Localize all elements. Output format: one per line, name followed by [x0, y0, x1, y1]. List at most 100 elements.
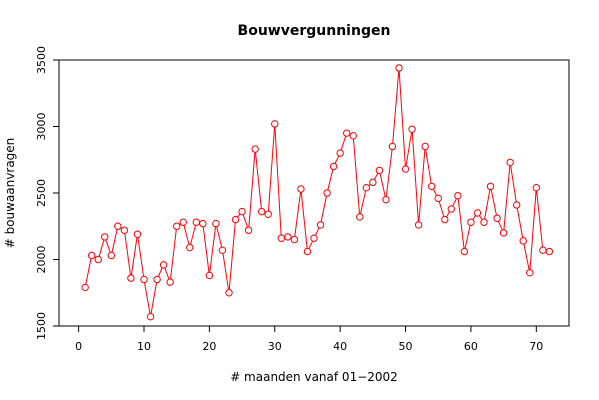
series-segment [523, 243, 530, 270]
series-segment [457, 198, 465, 249]
data-point [532, 183, 541, 192]
y-axis-title: # bouwaanvragen [3, 138, 17, 249]
data-point [486, 182, 495, 191]
y-tick-label: 2000 [35, 246, 48, 274]
data-point [414, 221, 423, 229]
series-segment [425, 149, 432, 184]
series-line [85, 71, 547, 314]
data-point [434, 194, 442, 203]
data-point [336, 149, 344, 157]
series-segment [254, 152, 262, 209]
y-tick-label: 3000 [35, 113, 48, 141]
data-point [369, 178, 377, 187]
data-point [277, 234, 286, 242]
series-segment [398, 71, 406, 166]
data-point [212, 219, 220, 228]
series-segment [503, 165, 511, 230]
data-point [153, 275, 161, 284]
series-segment [228, 222, 236, 290]
x-tick-label: 0 [75, 340, 82, 353]
data-point [408, 125, 416, 133]
series-segment [373, 172, 379, 180]
data-point [186, 243, 194, 252]
data-point [290, 235, 299, 244]
data-point [375, 166, 384, 175]
series-segment [340, 136, 347, 151]
x-tick-label: 60 [464, 340, 478, 353]
series-segment [85, 258, 92, 285]
data-point [101, 233, 109, 241]
series-segment [432, 188, 438, 196]
series-segment [438, 201, 445, 217]
series-segment [274, 127, 282, 236]
series-segment [237, 213, 241, 218]
data-point [356, 213, 364, 221]
series-segment [150, 282, 158, 314]
plot-frame [58, 59, 570, 327]
series-segment [478, 215, 483, 220]
series-segment [98, 239, 105, 257]
data-point [493, 214, 501, 222]
x-axis-title: # maanden vanaf 01−2002 [230, 370, 398, 384]
series-segment [202, 226, 210, 273]
data-point [284, 233, 292, 241]
data-point [349, 132, 357, 140]
series-segment [294, 192, 302, 237]
data-point [316, 221, 325, 229]
data-point [499, 229, 508, 237]
data-point [539, 246, 547, 254]
series-segment [385, 149, 393, 197]
data-point [480, 218, 488, 226]
data-point [323, 189, 331, 197]
data-point [297, 185, 305, 193]
series-segment [411, 132, 419, 222]
series-segment [267, 126, 276, 212]
data-point [454, 191, 462, 200]
data-point [473, 209, 482, 217]
series-segment [418, 149, 426, 222]
data-point [506, 158, 514, 167]
y-tick-label: 3500 [35, 46, 48, 74]
series-points [81, 64, 554, 321]
series-segment [183, 225, 190, 245]
y-axis: 1500 2000 2500 3000 3500 [35, 46, 59, 340]
data-point [342, 129, 351, 137]
data-point [120, 226, 129, 234]
data-point [271, 120, 279, 128]
data-point [310, 234, 318, 242]
series-segment [216, 226, 223, 248]
x-tick-label: 10 [137, 340, 151, 353]
series-segment [248, 152, 256, 228]
series-segment [222, 253, 230, 290]
x-tick-label: 30 [268, 340, 282, 353]
series-segment [352, 138, 361, 214]
data-point [421, 142, 429, 151]
series-segment [452, 198, 457, 207]
series-segment [105, 239, 111, 253]
data-point [146, 312, 155, 321]
series-segment [379, 173, 386, 197]
data-point [159, 261, 168, 269]
data-point [329, 162, 338, 171]
series-segment [490, 189, 497, 216]
series-segment [472, 215, 477, 220]
data-point [166, 278, 174, 286]
series-segment [334, 155, 340, 164]
series-segment [170, 229, 177, 279]
y-tick-label: 1500 [35, 312, 48, 340]
series-segment [157, 267, 163, 277]
data-point [140, 275, 148, 284]
series-segment [529, 190, 537, 270]
series-segment [464, 225, 471, 249]
data-point [395, 64, 403, 72]
data-point [512, 201, 521, 209]
data-point [251, 145, 259, 153]
data-point [401, 165, 410, 173]
series-segment [314, 227, 320, 236]
data-point [388, 142, 397, 151]
data-point [519, 237, 527, 245]
data-point [460, 247, 469, 256]
data-point [199, 219, 207, 228]
data-point [179, 218, 187, 226]
